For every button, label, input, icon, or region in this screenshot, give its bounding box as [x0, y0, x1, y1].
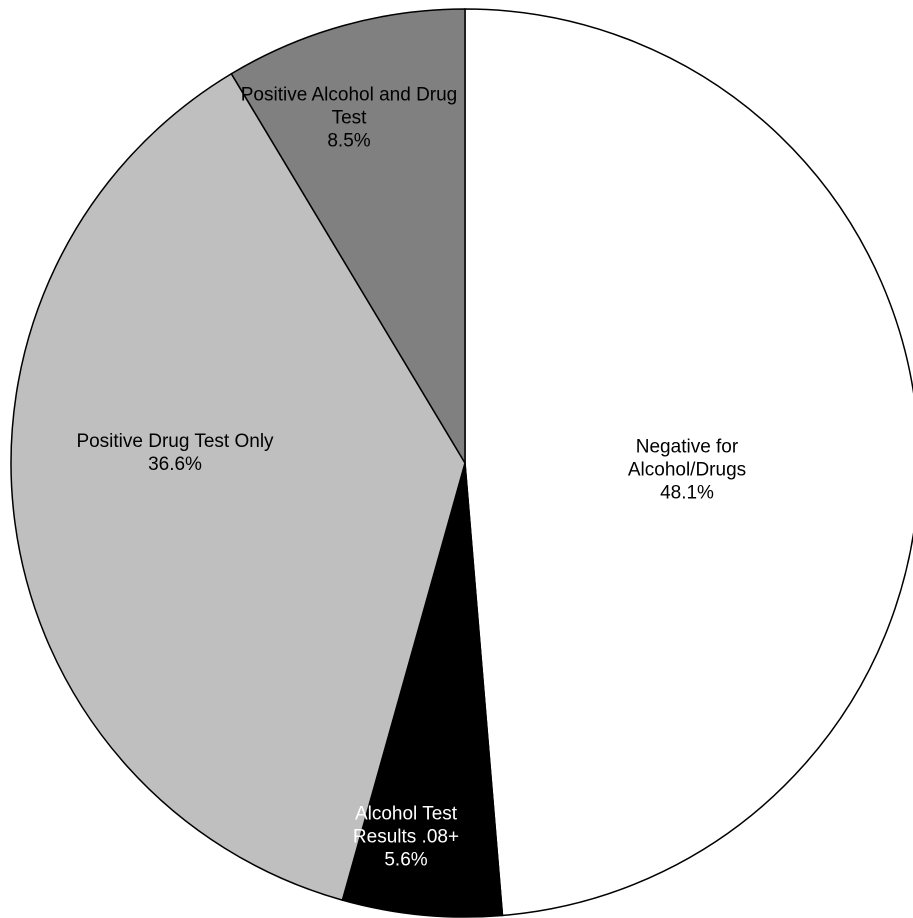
category-label: Positive Alcohol and Drug Test: [240, 84, 458, 129]
slice-label: Negative for Alcohol/Drugs 48.1%: [607, 436, 767, 505]
slice-label: Positive Alcohol and Drug Test 8.5%: [229, 84, 469, 153]
pie-slice: [341, 462, 504, 918]
value-label: 8.5%: [327, 130, 371, 152]
pie-slice: [10, 72, 466, 902]
value-label: 5.6%: [384, 849, 428, 871]
value-label: 48.1%: [660, 482, 714, 504]
slice-label: Positive Drug Test Only 36.6%: [68, 430, 283, 476]
value-label: 36.6%: [148, 454, 202, 475]
slice-label: Alcohol Test Results .08+ 5.6%: [331, 803, 481, 872]
pie-slice: [230, 8, 466, 466]
category-label: Alcohol Test Results .08+: [352, 803, 460, 848]
category-label: Negative for Alcohol/Drugs: [627, 436, 747, 481]
pie-slice: [464, 8, 913, 917]
category-label: Positive Drug Test Only: [76, 431, 274, 452]
